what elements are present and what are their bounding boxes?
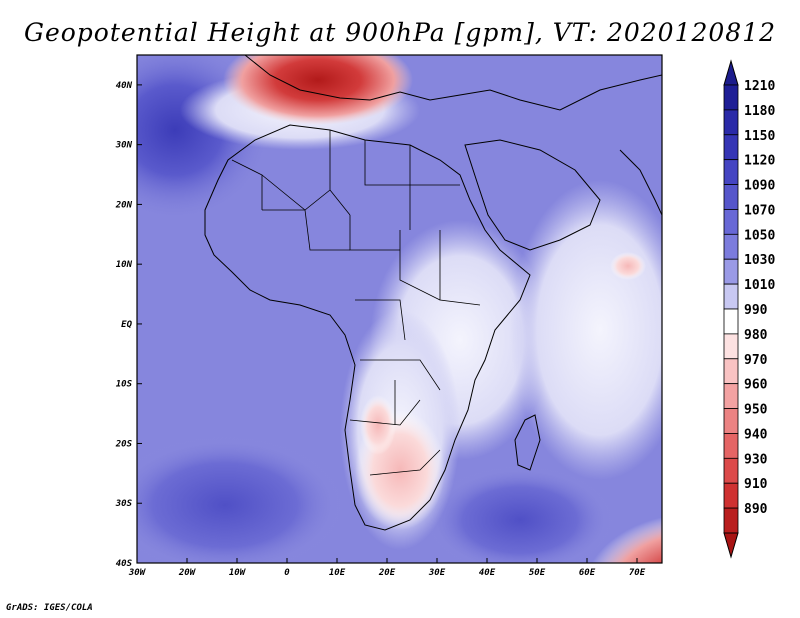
lon-tick-label: 30E (428, 568, 446, 578)
madagascar-coastline (514, 414, 541, 471)
lat-tick-label: 10S (116, 380, 133, 390)
colorbar-swatch (723, 333, 739, 360)
colorbar-swatch (723, 507, 739, 534)
lon-tick-label: 20W (178, 568, 197, 578)
colorbar-label: 930 (744, 452, 768, 467)
lat-tick-label: 10N (116, 260, 133, 270)
height-field (137, 55, 662, 563)
colorbar-label: 1090 (744, 179, 775, 194)
lat-tick-label: 30S (115, 499, 133, 509)
grads-credit: GrADS: IGES/COLA (6, 603, 93, 613)
lat-tick-label: 40S (116, 559, 133, 569)
coastlines (204, 55, 662, 531)
colorbar-label: 890 (744, 502, 768, 517)
country-borders (231, 130, 481, 476)
colorbar-label: 940 (744, 427, 768, 442)
colorbar-swatch (723, 482, 739, 509)
colorbar-label: 960 (744, 378, 768, 393)
lat-tick-label: 40N (116, 81, 133, 91)
colorbar-swatch (723, 358, 739, 385)
colorbar-swatch (723, 258, 739, 285)
colorbar-label: 1120 (744, 154, 775, 169)
colorbar-swatch (723, 308, 739, 335)
lon-tick-label: 70E (629, 568, 646, 578)
colorbar-label: 980 (744, 328, 768, 343)
colorbar-label: 1210 (744, 79, 775, 94)
lon-tick-label: 0 (284, 568, 290, 578)
colorbar-swatch (723, 233, 739, 260)
colorbar-label: 910 (744, 477, 768, 492)
lon-tick-label: 30W (128, 568, 147, 578)
lon-tick-label: 40E (479, 568, 496, 578)
colorbar-label: 1070 (744, 203, 775, 218)
lat-tick-label: 20N (115, 200, 133, 210)
colorbar-swatch (723, 84, 739, 111)
colorbar-swatch (723, 184, 739, 210)
india-coastline (619, 149, 662, 216)
chart-title: Geopotential Height at 900hPa [gpm], VT:… (23, 18, 777, 47)
lon-tick-label: 10E (329, 568, 346, 578)
colorbar-label: 1180 (744, 104, 775, 119)
europe-coastline (244, 55, 662, 111)
colorbar-label: 970 (744, 353, 768, 368)
colorbar-label: 1030 (744, 253, 775, 268)
map-frame (136, 54, 663, 564)
lon-tick-label: 20E (378, 568, 396, 578)
colorbar-swatch (723, 408, 739, 434)
colorbar: 1210 1180 1150 1120 1090 1070 1050 1030 1010 990 9… (723, 59, 775, 559)
colorbar-top-arrow (723, 59, 739, 86)
africa-coastline (204, 124, 531, 531)
colorbar-swatch (723, 159, 739, 185)
colorbar-swatch (723, 383, 739, 409)
lat-tick-label: 30N (115, 141, 133, 151)
arabia-coastline (464, 139, 601, 251)
lon-tick-label: 60E (579, 568, 596, 578)
colorbar-label: 1050 (744, 228, 775, 243)
lon-tick-label: 10W (229, 568, 247, 578)
colorbar-label: 990 (744, 303, 768, 318)
colorbar-label: 950 (744, 403, 768, 418)
colorbar-swatch (723, 433, 739, 459)
colorbar-swatch (723, 109, 739, 136)
lon-tick-label: 50E (529, 568, 546, 578)
colorbar-swatch (723, 209, 739, 235)
colorbar-bottom-arrow (723, 532, 739, 559)
colorbar-swatch (723, 457, 739, 484)
latitude-axis: 40N 30N 20N 10N EQ 10S 20S 30S 40S (115, 81, 142, 569)
lat-tick-label: EQ (121, 320, 132, 330)
lat-tick-label: 20S (115, 439, 133, 449)
colorbar-label: 1150 (744, 129, 775, 144)
colorbar-swatch (723, 134, 739, 161)
colorbar-label: 1010 (744, 278, 775, 293)
longitude-axis: 30W 20W 10W 0 10E 20E 30E 40E 50E 60E 70E (128, 558, 646, 578)
colorbar-swatch (723, 283, 739, 310)
